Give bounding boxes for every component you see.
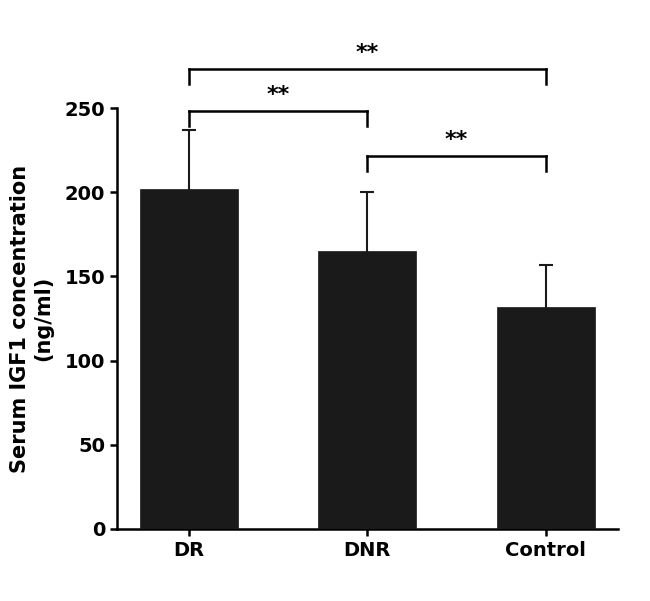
Text: **: ** — [266, 85, 290, 105]
Bar — [140, 189, 238, 529]
Y-axis label: Serum IGF1 concentration
(ng/ml): Serum IGF1 concentration (ng/ml) — [10, 165, 53, 472]
Bar — [497, 307, 595, 529]
Text: **: ** — [445, 130, 468, 150]
Bar — [318, 251, 416, 529]
Text: **: ** — [356, 43, 379, 63]
